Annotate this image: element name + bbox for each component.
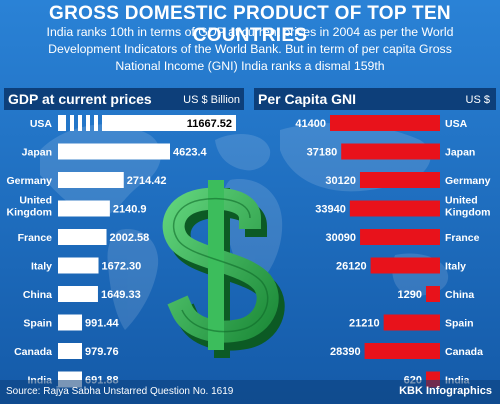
gni-category-label: Kingdom (445, 207, 491, 219)
page-title: GROSS DOMESTIC PRODUCT OF TOP TEN COUNTR… (49, 3, 451, 46)
gdp-value-label: 979.76 (85, 346, 119, 358)
gni-bar (330, 115, 440, 131)
page-subtitle: India ranks 10th in terms of GDP at curr… (6, 24, 494, 75)
gni-category-label: United (445, 195, 478, 207)
gdp-bar (58, 115, 66, 131)
gdp-category-label: Germany (6, 175, 52, 187)
subtitle-line: India ranks 10th in terms of GDP at curr… (46, 25, 454, 39)
gni-value-label: 30090 (325, 232, 356, 244)
gni-category-label: France (445, 232, 480, 244)
gni-value-label: 41400 (295, 118, 326, 130)
gni-bar (383, 314, 440, 331)
gni-value-label: 26120 (336, 261, 367, 273)
gni-category-label: Spain (445, 318, 474, 330)
gni-value-label: 30120 (325, 175, 356, 187)
gni-category-label: Canada (445, 346, 483, 358)
gdp-category-label: Spain (23, 318, 52, 330)
gni-value-label: 37180 (307, 147, 338, 159)
gdp-category-label: France (18, 232, 53, 244)
gdp-category-label: Kingdom (7, 207, 53, 219)
gdp-value-label: 2002.58 (110, 232, 150, 244)
gni-category-label: Germany (445, 175, 491, 187)
gni-bar (360, 229, 440, 245)
gdp-bar (78, 115, 82, 131)
gni-category-label: USA (445, 118, 468, 130)
gdp-value-label: 1649.33 (101, 289, 141, 301)
gdp-category-label: China (23, 289, 52, 301)
gni-value-label: 1290 (398, 289, 422, 301)
gdp-bar (58, 286, 98, 302)
gdp-bar (70, 115, 74, 131)
world-map (40, 123, 449, 330)
gni-category-label: China (445, 289, 474, 301)
gni-value-label: 21210 (349, 318, 380, 330)
gdp-value-label: 991.44 (85, 318, 120, 330)
gni-bar (364, 343, 440, 359)
gdp-bar (58, 257, 99, 274)
gdp-bar (58, 314, 83, 331)
gni-category-label: Italy (445, 261, 466, 273)
gdp-value-label: 2140.9 (113, 204, 147, 216)
dollar-sign-icon (162, 180, 285, 358)
gdp-bar (58, 229, 107, 245)
gni-category-label: Japan (445, 147, 475, 159)
subtitle-line: National Income (GNI) India ranks a dism… (115, 59, 385, 73)
gni-unit-label: US $ (466, 94, 490, 106)
gdp-value-label: 1672.30 (102, 261, 142, 273)
gdp-chart-title: GDP at current prices (8, 91, 152, 107)
gni-bar (370, 257, 440, 274)
gdp-bar (58, 343, 82, 359)
gni-bar (349, 200, 440, 217)
gdp-category-label: Italy (31, 261, 52, 273)
gdp-category-label: United (19, 195, 52, 207)
gdp-bar (102, 115, 236, 131)
gni-bar (359, 172, 440, 188)
subtitle-line: Development Indicators of the World Bank… (48, 42, 452, 56)
gdp-value-label: 11667.52 (187, 118, 232, 130)
gdp-category-label: Canada (14, 346, 52, 358)
gdp-bar (58, 143, 170, 160)
gni-bar (341, 143, 440, 160)
gdp-bar (58, 172, 124, 188)
gdp-category-label: Japan (22, 147, 52, 159)
gni-value-label: 28390 (330, 346, 361, 358)
gdp-bar (58, 200, 110, 217)
gni-bar (426, 286, 440, 302)
source-note: Source: Rajya Sabha Unstarred Question N… (6, 386, 234, 397)
gdp-panel-header (4, 88, 244, 110)
gni-panel-header (254, 88, 496, 110)
gdp-bar (94, 115, 98, 131)
credit-note: KBK Infographics (399, 385, 492, 397)
gni-value-label: 33940 (315, 204, 346, 216)
gdp-value-label: 2714.42 (127, 175, 167, 187)
gdp-unit-label: US $ Billion (183, 94, 240, 106)
gdp-value-label: 4623.4 (173, 147, 208, 159)
gdp-category-label: USA (30, 118, 53, 130)
gdp-bar (86, 115, 90, 131)
gni-chart-title: Per Capita GNI (258, 91, 356, 107)
